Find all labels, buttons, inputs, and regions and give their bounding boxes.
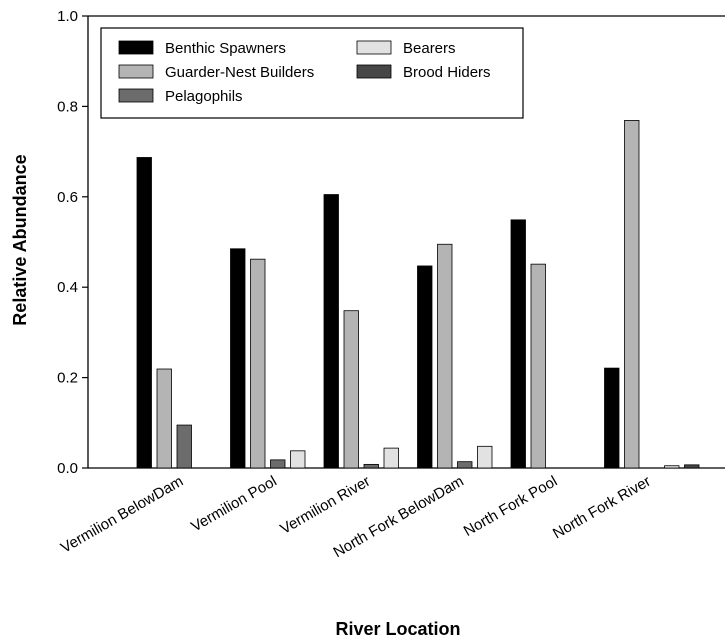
y-tick-label: 0.2	[57, 370, 78, 387]
y-tick-label: 0.4	[57, 279, 78, 296]
y-ticks: 0.0 0.2 0.4 0.6 0.8 1.0	[57, 8, 88, 477]
legend-box	[100, 27, 524, 119]
bar-benthic-spawners-4	[510, 219, 526, 469]
bar-benthic-spawners-0	[136, 157, 152, 469]
legend-label: Brood Hiders	[403, 64, 491, 81]
bar-guarder-nest-builders-1	[250, 258, 266, 469]
y-tick-label: 1.0	[57, 8, 78, 25]
bar-benthic-spawners-1	[230, 248, 246, 469]
x-tick-labels: Vermilion BelowDam Vermilion PoolVermilio…	[58, 473, 654, 561]
bar-guarder-nest-builders-0	[156, 368, 172, 469]
legend-label: Benthic Spawners	[165, 40, 286, 57]
bar-bearers-2	[383, 447, 399, 469]
bar-benthic-spawners-2	[323, 194, 339, 469]
bar-guarder-nest-builders-4	[530, 263, 546, 469]
legend: Benthic Spawners Guarder-Nest Builders Pel…	[100, 27, 524, 119]
y-tick-label: 0.0	[57, 460, 78, 477]
x-tick-label: Vermilion BelowDam	[58, 473, 186, 557]
bar-bearers-1	[290, 450, 306, 469]
bar-benthic-spawners-5	[604, 367, 620, 469]
bar-benthic-spawners-3	[417, 265, 433, 469]
bar-guarder-nest-builders-2	[343, 310, 359, 469]
bar-guarder-nest-builders-5	[624, 120, 640, 469]
x-tick-label: North Fork Pool	[461, 473, 560, 540]
bar-bearers-5	[664, 465, 680, 469]
y-axis-title: Relative Abundance	[10, 154, 30, 325]
x-tick-label: North Fork River	[550, 473, 654, 543]
legend-label: Bearers	[403, 40, 456, 57]
bar-bearers-3	[477, 445, 493, 469]
x-tick-label: Vermilion Pool	[188, 473, 280, 536]
legend-label: Pelagophils	[165, 88, 243, 105]
x-axis-title: River Location	[335, 619, 460, 639]
y-tick-label: 0.6	[57, 189, 78, 206]
bar-pelagophils-1	[270, 459, 286, 469]
bar-pelagophils-2	[363, 463, 379, 469]
legend-swatch	[118, 88, 154, 103]
bars	[136, 120, 700, 469]
legend-swatch	[356, 40, 392, 55]
bar-guarder-nest-builders-3	[437, 243, 453, 469]
legend-swatch	[118, 40, 154, 55]
legend-swatch	[118, 64, 154, 79]
bar-brood-hiders-5	[684, 464, 700, 469]
bar-pelagophils-0	[176, 424, 192, 469]
legend-label: Guarder-Nest Builders	[165, 64, 314, 81]
legend-swatch	[356, 64, 392, 79]
x-tick-label: Vermilion River	[277, 473, 373, 538]
y-tick-label: 0.8	[57, 98, 78, 115]
bar-pelagophils-3	[457, 461, 473, 469]
